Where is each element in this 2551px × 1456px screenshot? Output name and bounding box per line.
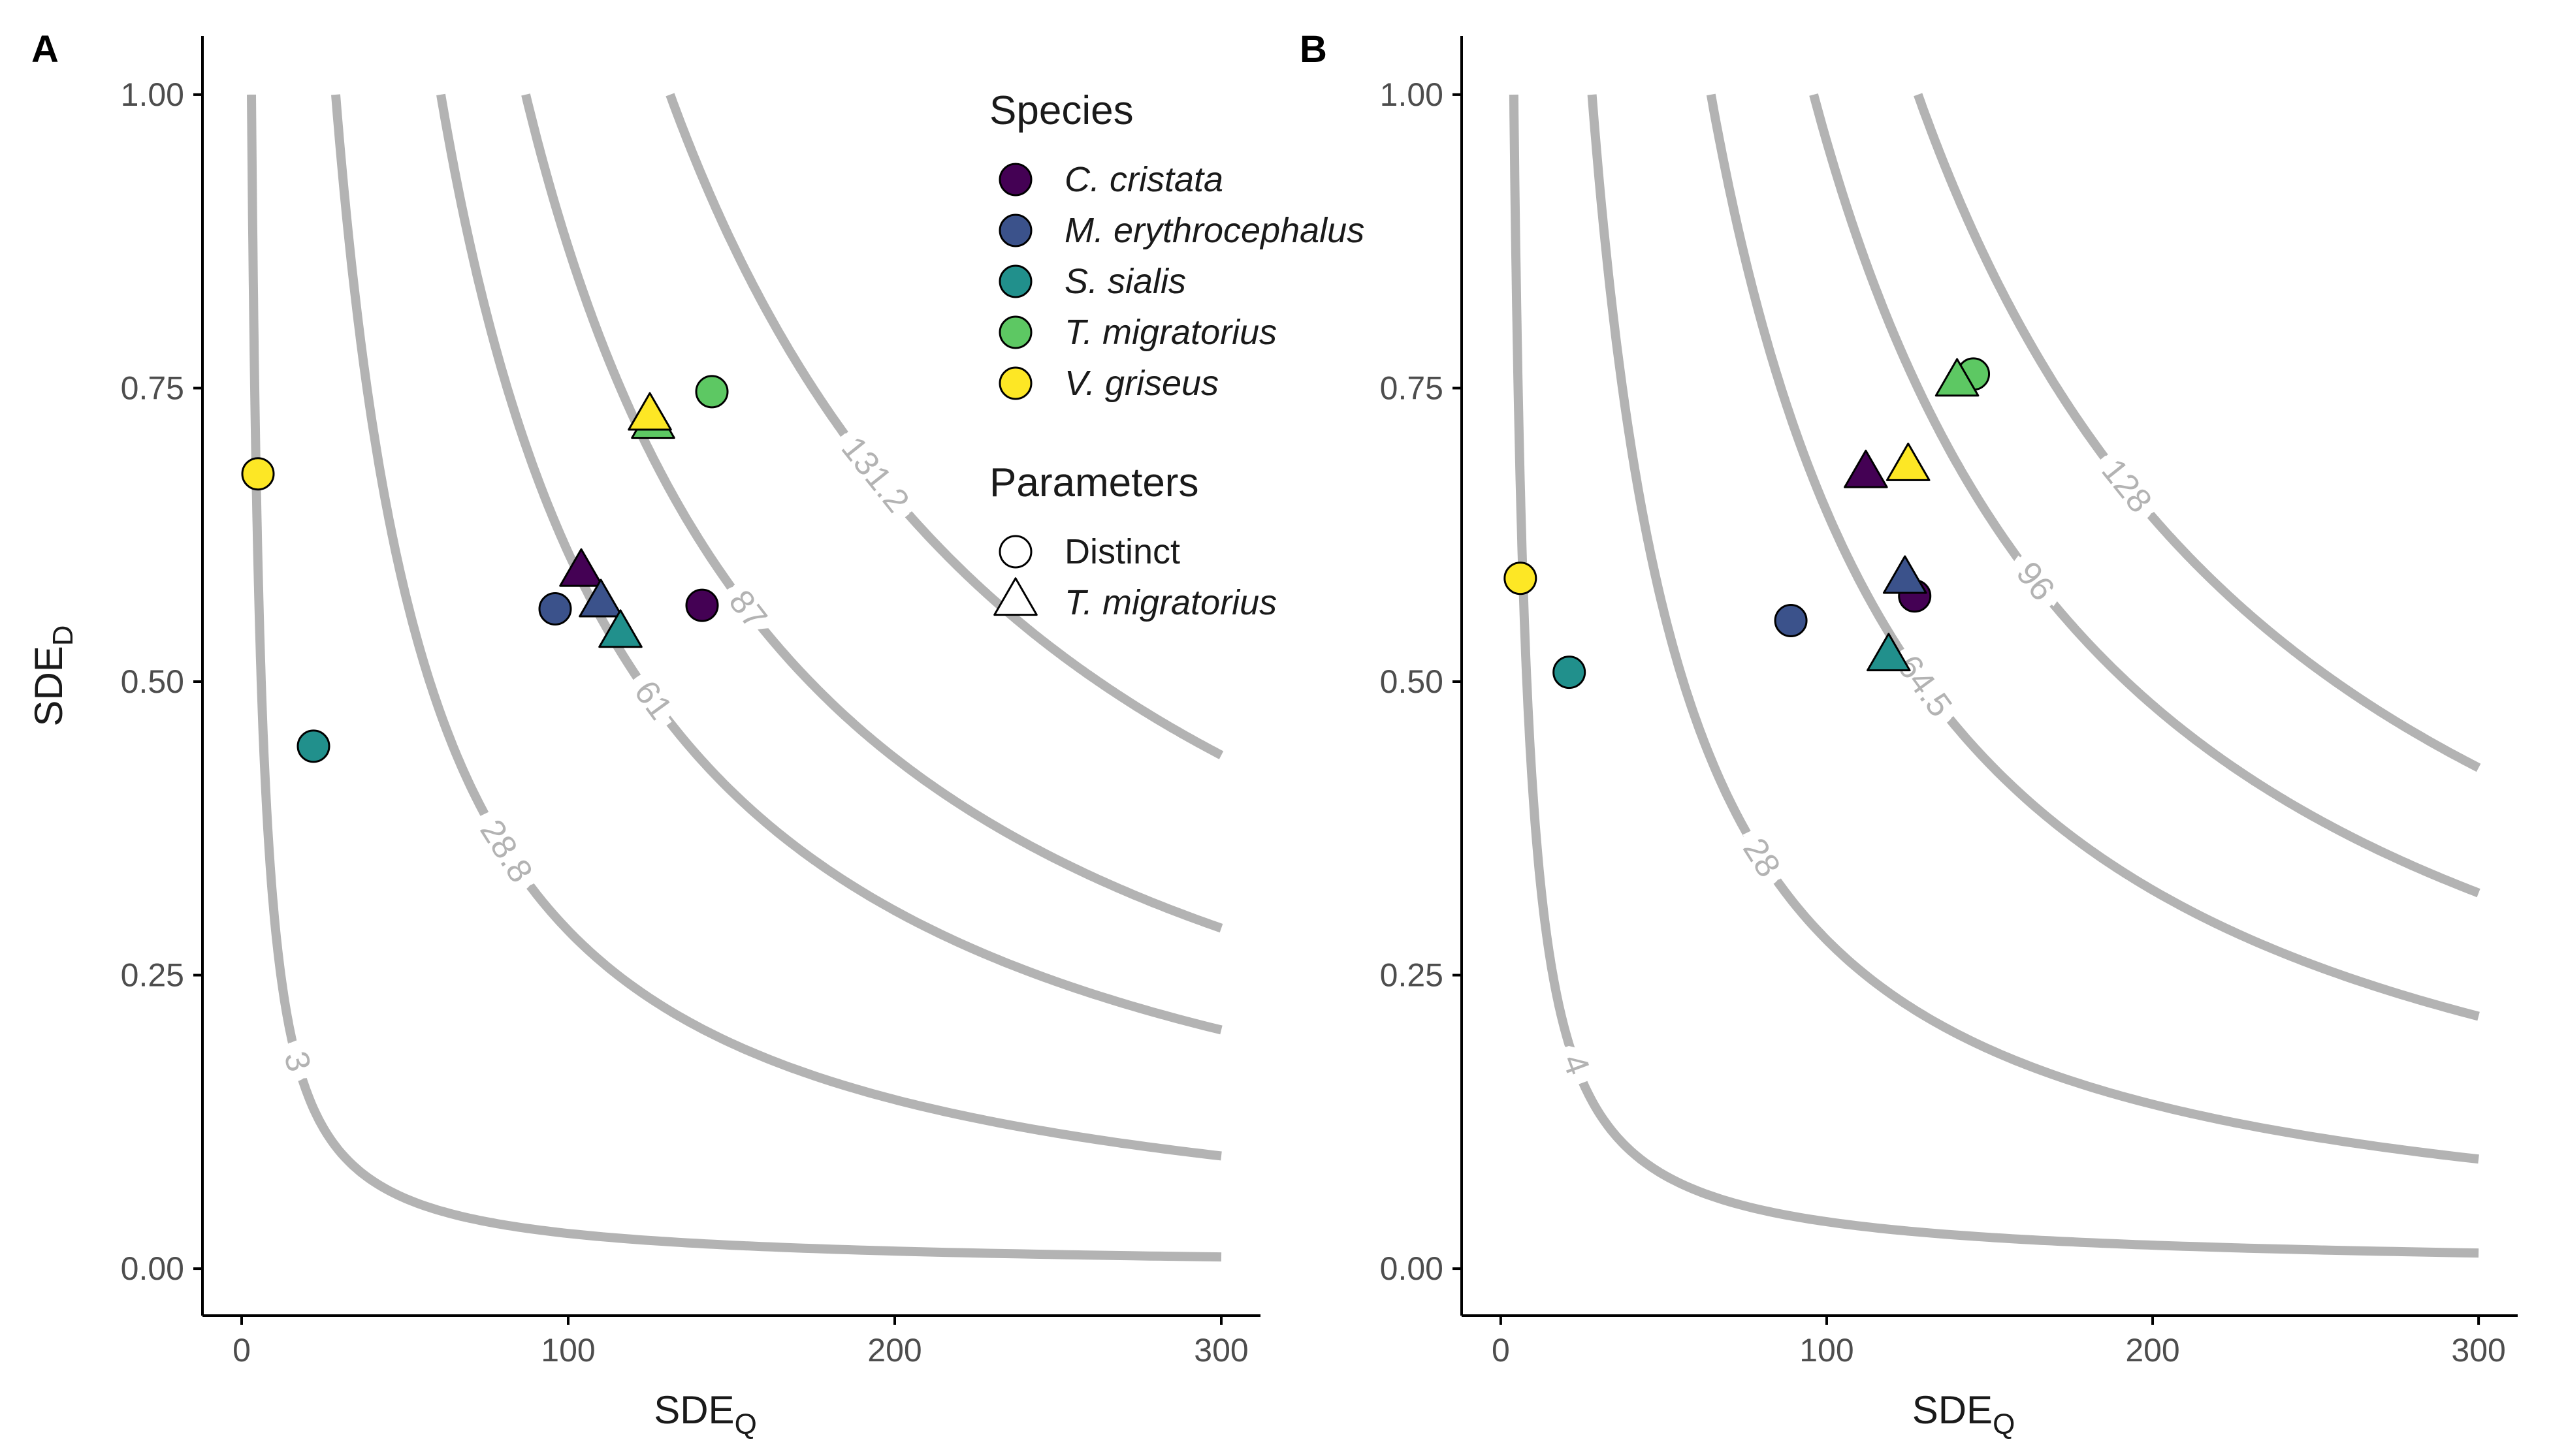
axes bbox=[201, 36, 1260, 1317]
ticks: 0 100 200 300 0.00 0.25 0.50 0.75 1.00 bbox=[1380, 76, 2506, 1369]
point-circle-v-griseus bbox=[241, 457, 275, 491]
y-tick-label: 0.00 bbox=[121, 1250, 184, 1287]
legend: Species C. cristata M. erythrocephalus S. … bbox=[989, 88, 1364, 622]
contour-line-2 bbox=[1706, 93, 2480, 1021]
point-circle-m-erythrocephalus bbox=[538, 592, 572, 626]
contour-line-3 bbox=[521, 93, 1223, 933]
legend-parameters-title: Parameters bbox=[989, 460, 1198, 505]
data-points bbox=[241, 375, 729, 763]
legend-key-triangle bbox=[993, 577, 1038, 616]
x-tick-label: 200 bbox=[2125, 1332, 2179, 1369]
x-tick-label: 300 bbox=[2451, 1332, 2505, 1369]
y-tick-label: 1.00 bbox=[121, 76, 184, 113]
point-triangle-s-sialis bbox=[598, 609, 643, 648]
legend-species-label: M. erythrocephalus bbox=[1065, 211, 1364, 250]
y-tick-label: 0.25 bbox=[121, 957, 184, 994]
point-triangle-m-erythrocephalus bbox=[579, 578, 623, 618]
legend-key-circle bbox=[999, 163, 1033, 197]
contour-line-0 bbox=[247, 94, 1222, 1262]
point-triangle-m-erythrocephalus bbox=[1882, 555, 1927, 594]
legend-species-title: Species bbox=[989, 88, 1134, 133]
point-triangle-t-migratorius bbox=[1934, 358, 1980, 397]
point-triangle-c-cristata bbox=[559, 548, 603, 587]
axes bbox=[1460, 36, 2518, 1317]
x-tick-label: 200 bbox=[867, 1332, 922, 1369]
legend-species-label: T. migratorius bbox=[1065, 313, 1277, 352]
contour-line-1 bbox=[1587, 94, 2479, 1164]
contour-line-4 bbox=[666, 93, 1224, 759]
y-tick-label: 0.50 bbox=[121, 663, 184, 700]
legend-key-circle bbox=[999, 214, 1033, 247]
contour-line-2 bbox=[436, 93, 1223, 1035]
y-tick-label: 0.25 bbox=[1380, 957, 1443, 994]
legend-key-circle bbox=[999, 535, 1033, 569]
point-triangle-v-griseus bbox=[628, 392, 672, 431]
legend-key-circle bbox=[999, 315, 1033, 349]
x-tick-label: 0 bbox=[1492, 1332, 1510, 1369]
contour-line-3 bbox=[1809, 93, 2480, 898]
point-triangle-c-cristata bbox=[1844, 449, 1888, 488]
contour-lines bbox=[1509, 93, 2481, 1258]
point-circle-c-cristata bbox=[685, 588, 719, 622]
y-tick-label: 0.50 bbox=[1380, 663, 1443, 700]
y-tick-label: 0.00 bbox=[1380, 1250, 1443, 1287]
ticks: 0 100 200 300 0.00 0.25 0.50 0.75 1.00 bbox=[121, 76, 1249, 1369]
point-triangle-s-sialis bbox=[1866, 633, 1911, 672]
data-points bbox=[1503, 357, 1991, 689]
legend-parameter-label: Distinct bbox=[1065, 532, 1180, 571]
x-tick-label: 0 bbox=[233, 1332, 251, 1369]
legend-parameter-entries: Distinct T. migratorius bbox=[993, 532, 1277, 622]
x-tick-label: 300 bbox=[1194, 1332, 1248, 1369]
y-tick-label: 0.75 bbox=[121, 370, 184, 406]
legend-parameter-label: T. migratorius bbox=[1065, 583, 1277, 622]
contour-lines bbox=[247, 93, 1224, 1262]
panel-letter-b: B bbox=[1300, 28, 1327, 71]
legend-species-label: S. sialis bbox=[1065, 262, 1186, 301]
legend-key-circle bbox=[999, 366, 1033, 400]
contour-line-4 bbox=[1914, 93, 2481, 772]
point-circle-t-migratorius bbox=[695, 375, 729, 409]
contour-label-1: 28 bbox=[1735, 832, 1788, 884]
point-circle-s-sialis bbox=[1552, 656, 1586, 689]
x-axis-title: SDEQ bbox=[654, 1388, 757, 1440]
point-circle-s-sialis bbox=[297, 729, 330, 763]
x-tick-label: 100 bbox=[1799, 1332, 1853, 1369]
panel-letter-a: A bbox=[31, 28, 59, 71]
x-tick-label: 100 bbox=[541, 1332, 595, 1369]
legend-species-label: V. griseus bbox=[1065, 364, 1219, 403]
contour-line-1 bbox=[331, 94, 1222, 1161]
point-triangle-v-griseus bbox=[1885, 442, 1931, 481]
contour-line-0 bbox=[1509, 94, 2479, 1258]
y-tick-label: 1.00 bbox=[1380, 76, 1443, 113]
legend-species-entries: C. cristata M. erythrocephalus S. sialis T.… bbox=[999, 160, 1364, 403]
y-axis-title: SDED bbox=[27, 625, 79, 726]
y-tick-label: 0.75 bbox=[1380, 370, 1443, 406]
point-circle-m-erythrocephalus bbox=[1774, 603, 1808, 637]
legend-species-label: C. cristata bbox=[1065, 160, 1223, 199]
legend-key-circle bbox=[999, 264, 1033, 298]
x-axis-title: SDEQ bbox=[1912, 1388, 2015, 1440]
point-circle-v-griseus bbox=[1503, 562, 1537, 595]
